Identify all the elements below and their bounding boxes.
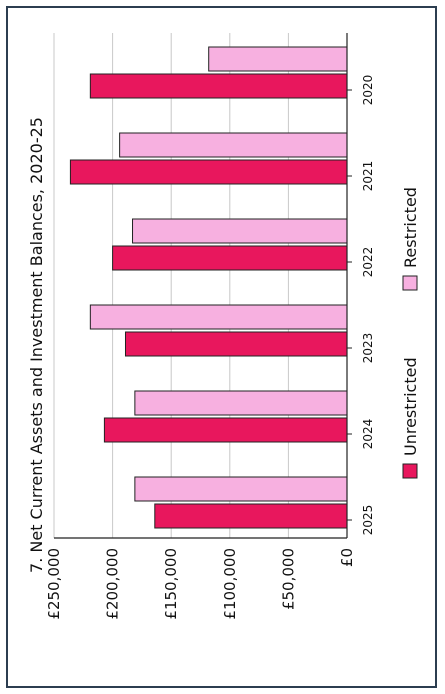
legend: Unrestricted Restricted — [401, 187, 420, 479]
category-tick: 2024 — [361, 419, 375, 450]
category-tick-label: 2020 — [361, 75, 375, 106]
value-tick-label: £0 — [338, 548, 356, 567]
value-tick: £150,000 — [162, 548, 180, 620]
bar-unrestricted-2025 — [154, 503, 348, 529]
legend-swatch — [402, 463, 418, 479]
bar-restricted-2023 — [89, 304, 348, 330]
bars — [69, 46, 348, 529]
value-tick-label: £250,000 — [45, 548, 63, 620]
value-tick-label: £150,000 — [162, 548, 180, 620]
legend-label: Unrestricted — [401, 357, 420, 456]
category-tick: 2025 — [361, 505, 375, 536]
grid-lines — [53, 33, 289, 538]
value-tick-label: £50,000 — [279, 548, 297, 610]
category-tick-label: 2023 — [361, 333, 375, 364]
category-tick: 2022 — [361, 247, 375, 278]
axes — [54, 33, 352, 539]
value-tick: £250,000 — [45, 548, 63, 620]
value-tick: £50,000 — [279, 548, 297, 610]
value-tick: £0 — [338, 548, 356, 567]
category-tick: 2023 — [361, 333, 375, 364]
bar-unrestricted-2021 — [69, 159, 348, 185]
bar-restricted-2022 — [132, 218, 348, 244]
chart-title: 7. Net Current Assets and Investment Bal… — [27, 117, 46, 573]
category-tick-label: 2024 — [361, 419, 375, 450]
bar-restricted-2025 — [134, 476, 348, 502]
legend-item-unrestricted: Unrestricted — [401, 357, 420, 479]
bar-unrestricted-2020 — [89, 73, 348, 99]
category-tick-label: 2022 — [361, 247, 375, 278]
bar-restricted-2021 — [119, 132, 348, 158]
legend-swatch — [402, 275, 418, 291]
category-tick: 2021 — [361, 161, 375, 192]
category-tick: 2020 — [361, 75, 375, 106]
category-tick-label: 2025 — [361, 505, 375, 536]
chart-title-group: 7. Net Current Assets and Investment Bal… — [27, 117, 46, 573]
bar-restricted-2020 — [208, 46, 348, 72]
bar-unrestricted-2024 — [103, 417, 348, 443]
value-tick: £200,000 — [104, 548, 122, 620]
value-tick-label: £200,000 — [104, 548, 122, 620]
value-tick-label: £100,000 — [221, 548, 239, 620]
tick-labels: £0 £50,000 £100,000 £150,000 £200,000 £250,00… — [45, 75, 375, 620]
bar-unrestricted-2023 — [124, 331, 348, 357]
value-tick: £100,000 — [221, 548, 239, 620]
legend-item-restricted: Restricted — [401, 187, 420, 291]
category-tick-label: 2021 — [361, 161, 375, 192]
legend-label: Restricted — [401, 187, 420, 268]
bar-restricted-2024 — [134, 390, 348, 416]
bar-unrestricted-2022 — [112, 245, 348, 271]
